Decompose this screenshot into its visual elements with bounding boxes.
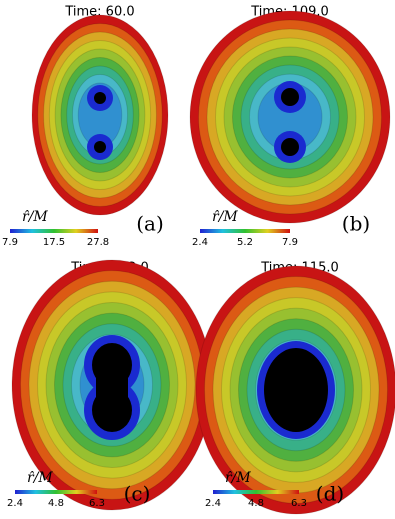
- panel: Time: 60.0 r̂/M 7.9 17.5 27.8 (a): [2, 5, 169, 248]
- panel-letter: (d): [316, 482, 344, 506]
- panel-letter: (b): [342, 212, 370, 236]
- colorbar-tick: 5.2: [237, 237, 253, 248]
- horizon: [264, 348, 328, 432]
- colorbar-label: r̂/M: [225, 470, 251, 486]
- colorbar-tick: 2.4: [192, 237, 208, 248]
- colorbar-label: r̂/M: [22, 209, 48, 225]
- horizon: [281, 88, 299, 106]
- horizon: [96, 365, 128, 410]
- colorbar-tick: 6.3: [89, 498, 105, 509]
- colorbar-label: r̂/M: [212, 209, 238, 225]
- colorbar-tick: 7.9: [2, 237, 18, 248]
- colorbar-tick: 2.4: [205, 498, 221, 509]
- colorbar-tick: 17.5: [43, 237, 65, 248]
- colorbar: [200, 229, 290, 233]
- colorbar: [10, 229, 98, 233]
- colorbar-tick: 2.4: [7, 498, 23, 509]
- panel-letter: (c): [124, 482, 151, 506]
- colorbar-label: r̂/M: [27, 470, 53, 486]
- panel-title: Time: 60.0: [64, 5, 134, 20]
- colorbar-tick: 4.8: [248, 498, 264, 509]
- horizon: [94, 92, 106, 104]
- horizon: [281, 138, 299, 156]
- panel: Time: 115.0r̂/M2.44.86.3(d): [195, 261, 395, 515]
- colorbar: [15, 490, 97, 494]
- colorbar-tick: 7.9: [282, 237, 298, 248]
- panel-letter: (a): [136, 212, 164, 236]
- colorbar: [213, 490, 299, 494]
- colorbar-tick: 27.8: [87, 237, 109, 248]
- panel: Time: 109.0r̂/M2.45.27.9(b): [189, 5, 391, 248]
- colorbar-tick: 6.3: [291, 498, 307, 509]
- horizon: [94, 141, 106, 153]
- colorbar-tick: 4.8: [48, 498, 64, 509]
- panel: Time: 112.0r̂/M2.44.86.3(c): [7, 259, 213, 511]
